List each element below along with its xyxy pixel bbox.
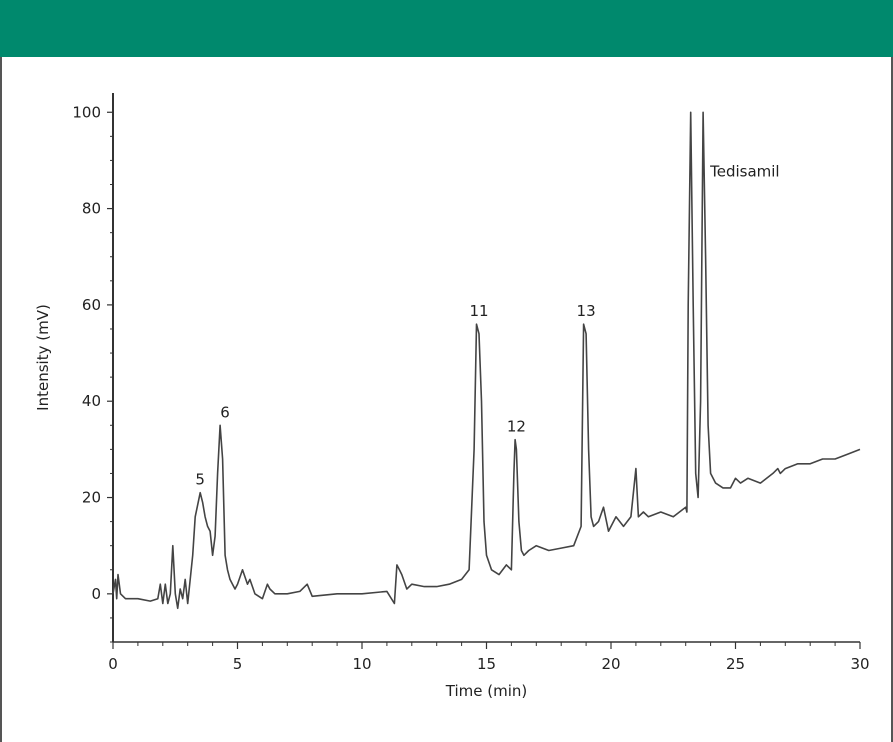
x-tick-label: 10 bbox=[352, 655, 371, 673]
annotations: 5 6 11 12 13 Tedisamil bbox=[195, 163, 779, 489]
header-bar bbox=[0, 0, 893, 57]
peak-label: 11 bbox=[469, 302, 488, 320]
x-tick-label: 30 bbox=[850, 655, 869, 673]
x-axis-title: Time (min) bbox=[445, 682, 527, 700]
y-tick-label: 20 bbox=[82, 489, 101, 507]
peak-label: Tedisamil bbox=[709, 163, 780, 181]
x-tick-label: 5 bbox=[233, 655, 243, 673]
trace-group bbox=[112, 111, 861, 610]
peak-label: 13 bbox=[577, 302, 596, 320]
ticks: 0 20 40 60 80 100 0 5 10 15 20 25 30 bbox=[72, 103, 869, 673]
peak-label: 12 bbox=[507, 418, 526, 436]
y-tick-label: 100 bbox=[72, 103, 101, 121]
chromatogram-trace bbox=[112, 111, 861, 610]
x-tick-label: 25 bbox=[726, 655, 745, 673]
y-tick-label: 40 bbox=[82, 392, 101, 410]
y-tick-label: 60 bbox=[82, 296, 101, 314]
x-tick-label: 20 bbox=[601, 655, 620, 673]
x-tick-label: 15 bbox=[477, 655, 496, 673]
peak-label: 6 bbox=[220, 403, 230, 421]
peak-label: 5 bbox=[195, 471, 205, 489]
x-tick-label: 0 bbox=[108, 655, 118, 673]
y-tick-label: 0 bbox=[91, 585, 101, 603]
y-axis-title: Intensity (mV) bbox=[34, 304, 52, 411]
y-tick-label: 80 bbox=[82, 200, 101, 218]
